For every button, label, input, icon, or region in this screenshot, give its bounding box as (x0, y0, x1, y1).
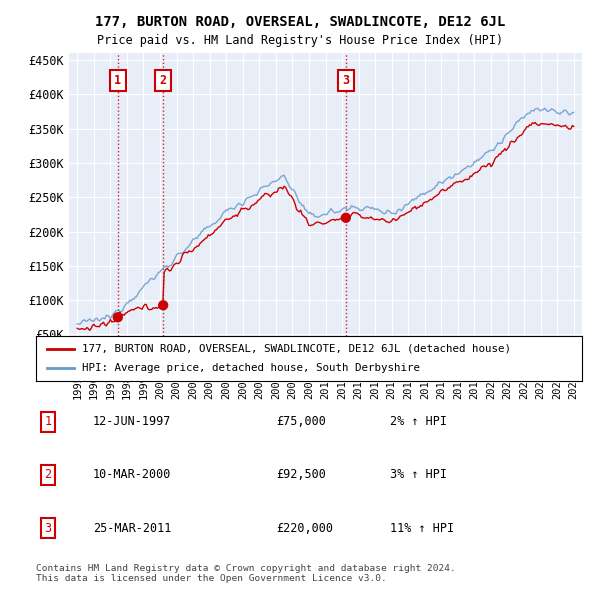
Text: Contains HM Land Registry data © Crown copyright and database right 2024.
This d: Contains HM Land Registry data © Crown c… (36, 563, 456, 583)
Text: 11% ↑ HPI: 11% ↑ HPI (390, 522, 454, 535)
Text: 1: 1 (114, 74, 121, 87)
Text: 3: 3 (44, 522, 52, 535)
Text: 10-MAR-2000: 10-MAR-2000 (93, 468, 172, 481)
Text: 3: 3 (342, 74, 349, 87)
Text: £92,500: £92,500 (276, 468, 326, 481)
Point (341, 213, 350, 222)
Text: 25-MAR-2011: 25-MAR-2011 (93, 522, 172, 535)
Text: 177, BURTON ROAD, OVERSEAL, SWADLINCOTE, DE12 6JL: 177, BURTON ROAD, OVERSEAL, SWADLINCOTE,… (95, 15, 505, 29)
Text: 177, BURTON ROAD, OVERSEAL, SWADLINCOTE, DE12 6JL (detached house): 177, BURTON ROAD, OVERSEAL, SWADLINCOTE,… (82, 344, 511, 353)
Text: HPI: Average price, detached house, South Derbyshire: HPI: Average price, detached house, Sout… (82, 363, 421, 373)
Text: 2: 2 (44, 468, 52, 481)
Text: 12-JUN-1997: 12-JUN-1997 (93, 415, 172, 428)
Text: 2: 2 (160, 74, 167, 87)
Text: £220,000: £220,000 (276, 522, 333, 535)
Text: £75,000: £75,000 (276, 415, 326, 428)
Point (158, 300, 168, 310)
Text: 3% ↑ HPI: 3% ↑ HPI (390, 468, 447, 481)
Point (113, 313, 122, 322)
Text: 1: 1 (44, 415, 52, 428)
Text: Price paid vs. HM Land Registry's House Price Index (HPI): Price paid vs. HM Land Registry's House … (97, 34, 503, 47)
Text: 2% ↑ HPI: 2% ↑ HPI (390, 415, 447, 428)
